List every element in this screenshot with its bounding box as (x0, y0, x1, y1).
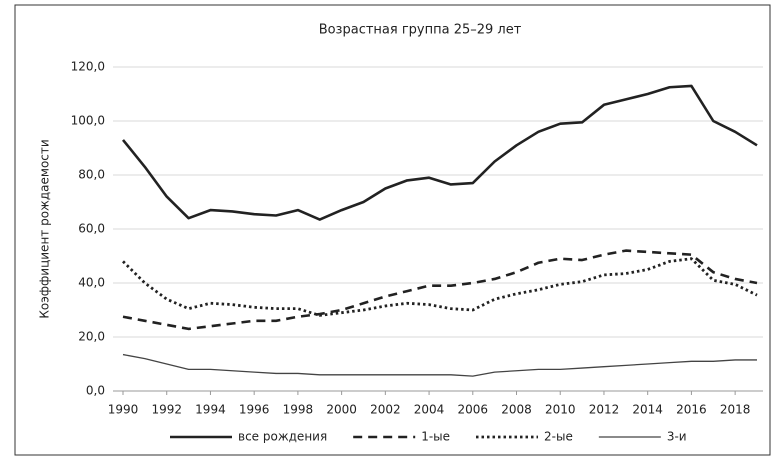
y-tick-label: 80,0 (78, 168, 105, 182)
legend-label: 3-и (667, 430, 687, 444)
x-tick-label: 2006 (458, 403, 489, 417)
y-tick-label: 120,0 (71, 60, 105, 74)
chart-title: Возрастная группа 25–29 лет (319, 23, 522, 38)
y-tick-label: 20,0 (78, 330, 105, 344)
x-tick-label: 2000 (326, 403, 357, 417)
y-tick-label: 40,0 (78, 276, 105, 290)
series-line (122, 353, 757, 377)
x-tick-label: 1990 (108, 403, 139, 417)
y-tick-label: 60,0 (78, 222, 105, 236)
y-axis-label: Коэффициент рождаемости (38, 139, 52, 318)
y-tick-label: 0,0 (86, 384, 105, 398)
chart-border (14, 4, 771, 456)
series-line (122, 257, 758, 317)
x-tick-label: 2008 (501, 403, 532, 417)
x-tick-label: 2018 (720, 403, 751, 417)
y-tick-label: 100,0 (71, 114, 105, 128)
legend-label: 1-ые (421, 430, 450, 444)
series-line (121, 84, 758, 221)
x-tick-label: 2016 (676, 403, 707, 417)
series-line (122, 249, 758, 331)
x-tick-label: 2002 (370, 403, 401, 417)
x-tick-label: 1994 (195, 403, 226, 417)
legend-label: 2-ые (544, 430, 573, 444)
x-tick-label: 1998 (283, 403, 314, 417)
x-tick-label: 1992 (151, 403, 182, 417)
x-tick-label: 2010 (545, 403, 576, 417)
x-tick-label: 1996 (239, 403, 270, 417)
x-tick-label: 2004 (414, 403, 445, 417)
x-tick-label: 2014 (632, 403, 663, 417)
legend-label: все рождения (238, 430, 327, 444)
x-tick-label: 2012 (589, 403, 620, 417)
